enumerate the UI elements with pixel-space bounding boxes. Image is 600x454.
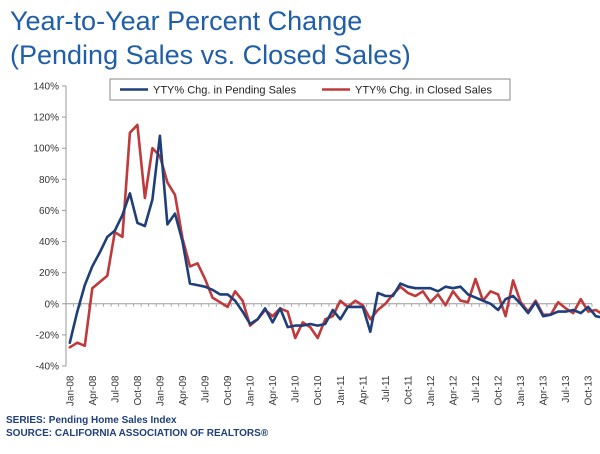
x-tick-label: Jan-09	[155, 375, 166, 406]
x-tick-label: Jan-12	[426, 375, 437, 406]
x-tick-label: Apr-13	[539, 375, 550, 405]
x-tick-label: Jan-13	[516, 375, 527, 406]
legend-label-closed: YTY% Chg. in Closed Sales	[355, 85, 492, 97]
y-tick-label: 80%	[39, 175, 59, 186]
x-tick-label: Oct-09	[223, 375, 234, 405]
x-tick-label: Oct-11	[403, 375, 414, 405]
x-tick-label: Oct-12	[494, 375, 505, 405]
legend-label-pending: YTY% Chg. in Pending Sales	[153, 85, 297, 97]
x-tick-label: Jan-08	[65, 375, 76, 406]
x-tick-label: Apr-09	[178, 375, 189, 405]
x-tick-label: Jul-11	[381, 375, 392, 402]
footer-notes: SERIES: Pending Home Sales Index SOURCE:…	[6, 414, 268, 440]
legend-box	[109, 78, 511, 101]
y-tick-label: -20%	[36, 330, 59, 341]
x-tick-label: Apr-11	[358, 375, 369, 405]
x-tick-label: Oct-13	[584, 375, 595, 405]
x-tick-label: Jan-11	[336, 375, 347, 405]
y-tick-label: 60%	[39, 206, 59, 217]
source-note: SOURCE: CALIFORNIA ASSOCIATION OF REALTO…	[6, 428, 269, 439]
title-line-1: Year-to-Year Percent Change	[10, 6, 363, 36]
y-tick-label: 40%	[39, 237, 59, 248]
title-line-2: (Pending Sales vs. Closed Sales)	[10, 40, 411, 70]
y-tick-label: 20%	[39, 268, 59, 279]
x-tick-label: Jan-10	[246, 375, 257, 406]
x-tick-label: Jul-10	[291, 375, 302, 403]
x-tick-label: Oct-10	[313, 375, 324, 405]
x-tick-label: Jul-09	[201, 375, 212, 403]
x-tick-label: Apr-10	[268, 375, 279, 405]
chart-title: Year-to-Year Percent Change (Pending Sal…	[10, 4, 590, 72]
line-chart: 140% 120% 100% 80% 60% 40% 20% 0% -20% -40% Jan-08…	[33, 78, 600, 406]
y-tick-label: 0%	[45, 299, 60, 310]
pending-sales-line	[68, 134, 600, 345]
series-note: SERIES: Pending Home Sales Index	[6, 415, 177, 426]
y-tick-label: 100%	[33, 144, 59, 155]
x-tick-label: Oct-08	[133, 375, 144, 405]
x-tick-label: Jul-08	[110, 375, 121, 403]
x-tick-label: Apr-12	[448, 375, 459, 405]
y-tick-label: -40%	[36, 362, 59, 373]
x-tick-label: Jul-12	[471, 375, 482, 403]
y-tick-label: 140%	[33, 82, 59, 93]
x-tick-label: Jul-13	[561, 375, 572, 403]
x-tick-label: Apr-08	[88, 375, 99, 405]
y-tick-label: 120%	[33, 113, 59, 124]
